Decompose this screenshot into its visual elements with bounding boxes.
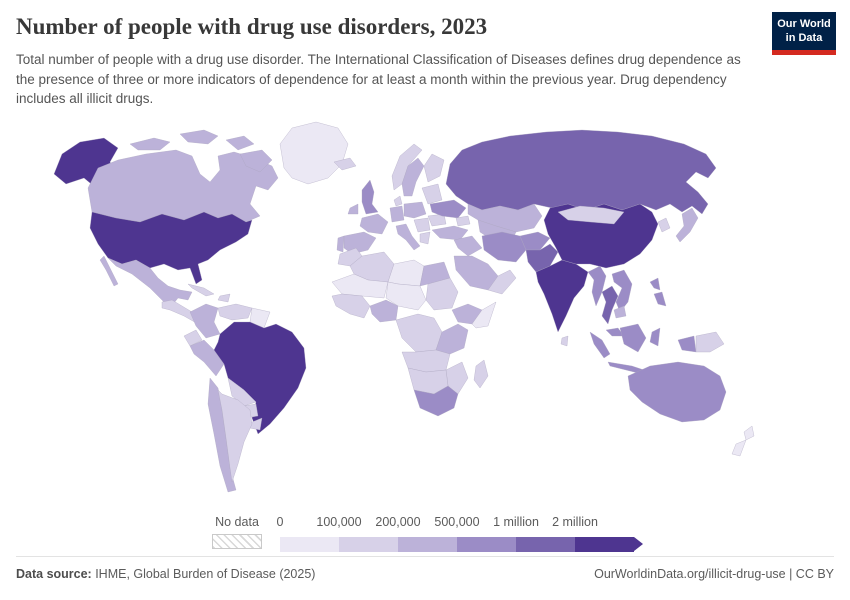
country-korea[interactable] <box>657 217 671 233</box>
country-turkey[interactable] <box>431 225 469 241</box>
country-peru[interactable] <box>189 339 225 377</box>
legend-swatch[interactable] <box>398 537 457 552</box>
legend-bin-label: 0 <box>276 515 284 529</box>
country-philippines[interactable] <box>653 291 667 307</box>
legend-swatches <box>280 537 643 552</box>
footer-credit-link[interactable]: OurWorldinData.org/illicit-drug-use | CC… <box>594 567 834 581</box>
country-yemen-oman[interactable] <box>487 269 517 295</box>
country-cambodia[interactable] <box>613 305 627 319</box>
legend-bin-label: 100,000 <box>316 515 362 529</box>
country-cuba[interactable] <box>187 283 215 297</box>
country-germany[interactable] <box>389 205 405 223</box>
country-france[interactable] <box>359 213 389 235</box>
owid-logo-line2: in Data <box>785 32 823 45</box>
footer-divider <box>16 556 834 557</box>
country-spain[interactable] <box>343 231 377 255</box>
country-argentina[interactable] <box>217 389 253 483</box>
country-mexico[interactable] <box>107 257 193 309</box>
country-brazil[interactable] <box>213 321 307 435</box>
legend-bin-label: 1 million <box>493 515 539 529</box>
country-greenland[interactable] <box>279 121 349 185</box>
country-thailand[interactable] <box>601 285 619 325</box>
country-central-europe[interactable] <box>403 201 427 219</box>
owid-logo[interactable]: Our World in Data <box>772 12 836 55</box>
country-canada[interactable] <box>179 129 219 145</box>
country-denmark[interactable] <box>393 195 403 207</box>
country-hispaniola[interactable] <box>217 293 231 303</box>
country-south-africa[interactable] <box>413 385 459 417</box>
country-italy[interactable] <box>395 223 421 251</box>
country-iraq-syria[interactable] <box>453 235 483 257</box>
country-iceland[interactable] <box>333 157 357 171</box>
footer-source-label: Data source: <box>16 567 92 581</box>
legend-swatch[interactable] <box>339 537 398 552</box>
country-west-africa-coast[interactable] <box>331 293 371 319</box>
country-canada[interactable] <box>129 137 171 151</box>
country-venezuela[interactable] <box>217 303 253 321</box>
country-caucasus[interactable] <box>455 215 471 227</box>
country-ireland[interactable] <box>347 203 359 215</box>
country-india[interactable] <box>535 259 589 333</box>
country-canada[interactable] <box>225 135 255 151</box>
country-afghanistan[interactable] <box>519 231 551 251</box>
no-data-swatch[interactable] <box>212 534 262 549</box>
country-somalia[interactable] <box>471 301 497 329</box>
legend-no-data-label: No data <box>215 515 259 529</box>
map-legend: No data 0 100,000 200,000 500,000 1 million 2… <box>212 515 643 552</box>
footer-source: Data source: IHME, Global Burden of Dise… <box>16 567 315 581</box>
country-sweden[interactable] <box>401 157 425 197</box>
country-colombia[interactable] <box>189 303 221 339</box>
country-papua-new-guinea[interactable] <box>695 331 725 353</box>
country-russia[interactable] <box>445 129 717 215</box>
legend-no-data: No data <box>212 515 262 552</box>
owid-logo-accent-bar <box>772 49 836 55</box>
country-new-zealand[interactable] <box>731 425 755 457</box>
country-belarus-baltics[interactable] <box>421 183 443 205</box>
legend-bin-label: 2 million <box>552 515 598 529</box>
country-united-states[interactable] <box>89 211 253 285</box>
country-finland[interactable] <box>423 153 445 183</box>
country-mongolia[interactable] <box>557 205 625 225</box>
country-united-kingdom[interactable] <box>361 179 379 215</box>
country-kazakhstan[interactable] <box>467 203 543 233</box>
country-drc-central[interactable] <box>395 313 443 353</box>
country-myanmar[interactable] <box>587 265 607 307</box>
legend-swatch[interactable] <box>280 537 339 552</box>
country-australia[interactable] <box>627 361 727 423</box>
country-canada[interactable] <box>239 149 273 173</box>
country-mexico[interactable] <box>99 255 119 287</box>
country-madagascar[interactable] <box>473 359 489 389</box>
legend-swatch[interactable] <box>575 537 634 552</box>
country-sudan[interactable] <box>425 277 459 311</box>
legend-swatch[interactable] <box>457 537 516 552</box>
country-greece[interactable] <box>419 231 431 245</box>
country-norway[interactable] <box>391 143 423 191</box>
country-niger-chad[interactable] <box>385 281 427 311</box>
legend-bin-label: 500,000 <box>434 515 480 529</box>
country-sri-lanka[interactable] <box>560 335 569 347</box>
country-portugal[interactable] <box>336 235 345 253</box>
owid-logo-line1: Our World <box>777 18 831 30</box>
country-balkans[interactable] <box>413 217 431 233</box>
legend-color-bar: 0 100,000 200,000 500,000 1 million 2 million <box>276 515 643 552</box>
footer-source-text: IHME, Global Burden of Disease (2025) <box>91 567 316 581</box>
country-east-africa[interactable] <box>435 323 469 355</box>
legend-bin-label: 200,000 <box>375 515 421 529</box>
country-bolivia[interactable] <box>227 377 257 407</box>
chart-title: Number of people with drug use disorders… <box>16 14 488 39</box>
country-philippines[interactable] <box>649 277 661 291</box>
chart-subtitle: Total number of people with a drug use d… <box>16 52 741 107</box>
country-pakistan[interactable] <box>525 243 559 273</box>
country-iran[interactable] <box>481 231 527 263</box>
country-japan[interactable] <box>675 207 699 243</box>
country-ecuador[interactable] <box>183 329 203 347</box>
legend-swatch[interactable] <box>516 537 575 552</box>
legend-arrow-tip <box>634 537 643 551</box>
world-map <box>53 121 755 493</box>
